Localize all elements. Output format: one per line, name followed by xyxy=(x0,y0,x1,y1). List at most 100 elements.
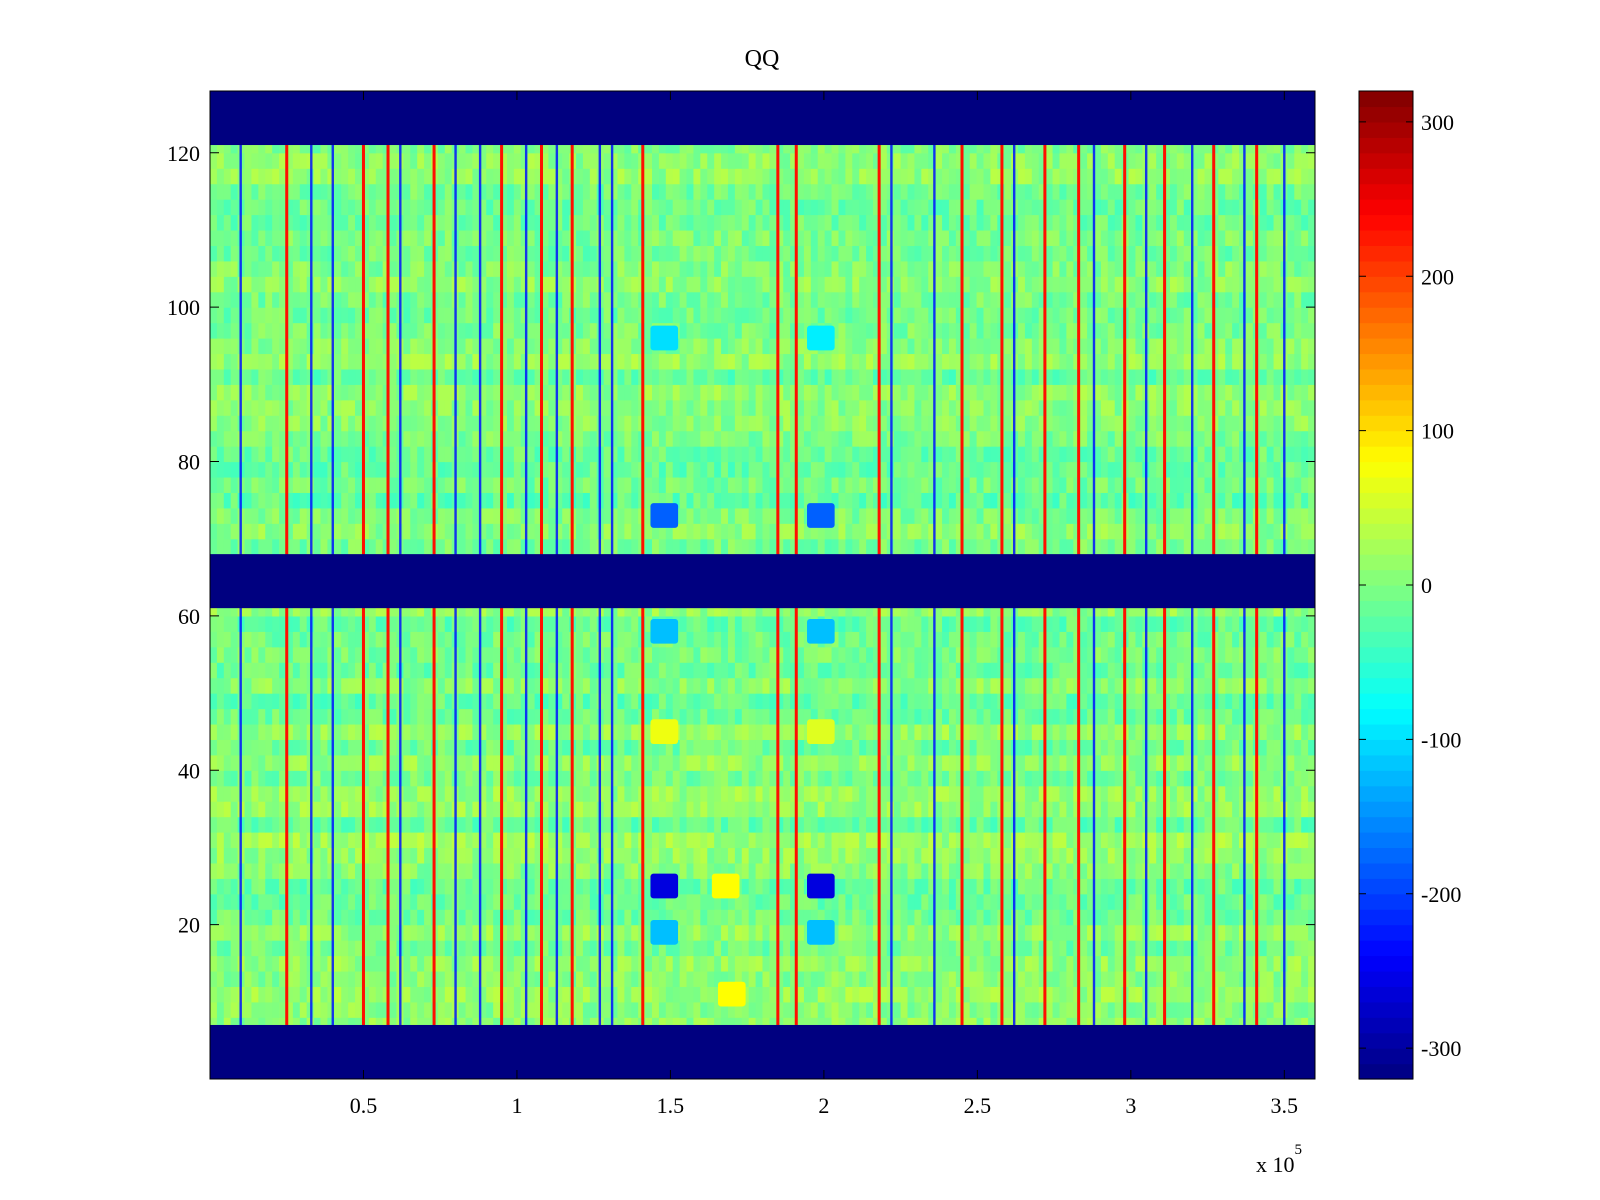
heatmap-cell xyxy=(1294,770,1302,787)
heatmap-cell xyxy=(672,708,681,725)
heatmap-cell xyxy=(361,662,370,679)
heatmap-cell xyxy=(769,878,777,895)
heatmap-cell xyxy=(251,878,259,895)
heatmap-cell xyxy=(1024,646,1033,663)
heatmap-cell xyxy=(1066,677,1074,694)
heatmap-cell xyxy=(527,862,536,879)
heatmap-cell xyxy=(1073,693,1081,710)
heatmap-cell xyxy=(403,847,411,864)
heatmap-cell xyxy=(210,785,218,802)
heatmap-cell xyxy=(755,723,764,740)
heatmap-cell xyxy=(479,893,487,910)
heatmap-cell xyxy=(1204,1001,1213,1018)
heatmap-cell xyxy=(1273,723,1282,740)
heatmap-cell xyxy=(299,600,308,617)
heatmap-cell xyxy=(320,909,329,926)
heatmap-cell xyxy=(1266,770,1275,787)
heatmap-cell xyxy=(576,693,584,710)
heatmap-cell xyxy=(1045,970,1054,987)
heatmap-cell xyxy=(210,662,218,679)
heatmap-cell xyxy=(341,801,349,818)
heatmap-cell xyxy=(665,754,674,771)
heatmap-cell xyxy=(244,909,253,926)
heatmap-cell xyxy=(1204,940,1213,957)
heatmap-cell xyxy=(506,986,515,1003)
heatmap-cell xyxy=(410,847,418,864)
heatmap-cell xyxy=(624,677,632,694)
heatmap-cell xyxy=(893,693,902,710)
heatmap-cell xyxy=(721,631,729,648)
heatmap-cell xyxy=(1087,1001,1095,1018)
heatmap-cell xyxy=(948,862,957,879)
heatmap-cell xyxy=(1156,801,1164,818)
heatmap-cell xyxy=(444,693,453,710)
heatmap-cell xyxy=(790,708,798,725)
heatmap-cell xyxy=(1018,878,1026,895)
heatmap-cell xyxy=(1169,646,1178,663)
heatmap-cell xyxy=(285,677,294,694)
heatmap-cell xyxy=(1031,600,1040,617)
heatmap-cell xyxy=(223,940,232,957)
heatmap-cell xyxy=(1259,970,1268,987)
heatmap-cell xyxy=(1149,801,1157,818)
heatmap-cell xyxy=(748,646,757,663)
heatmap-cell xyxy=(1308,739,1315,756)
heatmap-cell xyxy=(686,770,695,787)
heatmap-cell xyxy=(541,801,550,818)
heatmap-cell xyxy=(1294,646,1302,663)
heatmap-cell xyxy=(672,693,681,710)
heatmap-cell xyxy=(285,924,294,941)
heatmap-cell xyxy=(355,631,363,648)
heatmap-cell xyxy=(1018,801,1026,818)
heatmap-cell xyxy=(693,924,701,941)
heatmap-cell xyxy=(859,970,867,987)
heatmap-cell xyxy=(693,754,701,771)
heatmap-cell xyxy=(948,693,957,710)
heatmap-cell xyxy=(907,708,916,725)
heatmap-cell xyxy=(1294,940,1302,957)
heatmap-cell xyxy=(645,754,653,771)
heatmap-cell xyxy=(292,693,301,710)
heatmap-cell xyxy=(859,693,867,710)
heatmap-cell xyxy=(437,970,446,987)
heatmap-cell xyxy=(582,924,591,941)
heatmap-cell xyxy=(513,646,522,663)
heatmap-cell xyxy=(859,816,867,833)
heatmap-cell xyxy=(645,693,653,710)
heatmap-cell xyxy=(900,615,909,632)
heatmap-cell xyxy=(714,862,722,879)
heatmap-cell xyxy=(348,970,356,987)
heatmap-cell xyxy=(458,1001,467,1018)
heatmap-cell xyxy=(1004,893,1012,910)
heatmap-cell xyxy=(686,662,695,679)
heatmap-cell xyxy=(210,878,218,895)
heatmap-cell xyxy=(1052,693,1061,710)
heatmap-cell xyxy=(755,940,764,957)
heatmap-cell xyxy=(506,646,515,663)
heatmap-cell xyxy=(210,1001,218,1018)
heatmap-cell xyxy=(1094,770,1102,787)
heatmap-cell xyxy=(210,631,218,648)
heatmap-cell xyxy=(555,708,563,725)
heatmap-cell xyxy=(645,986,653,1003)
heatmap-cell xyxy=(1225,785,1233,802)
heatmap-cell xyxy=(389,1001,398,1018)
heatmap-cell xyxy=(327,816,335,833)
heatmap-cell xyxy=(810,909,819,926)
heatmap-cell xyxy=(1052,1001,1061,1018)
heatmap-cell xyxy=(1004,723,1012,740)
heatmap-cell xyxy=(368,924,377,941)
heatmap-cell xyxy=(437,739,446,756)
heatmap-cell xyxy=(873,677,881,694)
heatmap-cell xyxy=(1080,909,1088,926)
heatmap-cell xyxy=(534,878,543,895)
heatmap-cell xyxy=(493,893,501,910)
heatmap-cell xyxy=(776,693,784,710)
heatmap-cell xyxy=(921,940,929,957)
heatmap-cell xyxy=(279,832,287,849)
heatmap-cell xyxy=(589,708,598,725)
heatmap-cell xyxy=(1156,631,1164,648)
heatmap-cell xyxy=(845,1001,853,1018)
heatmap-cell xyxy=(1301,1001,1309,1018)
heatmap-cell xyxy=(838,600,846,617)
